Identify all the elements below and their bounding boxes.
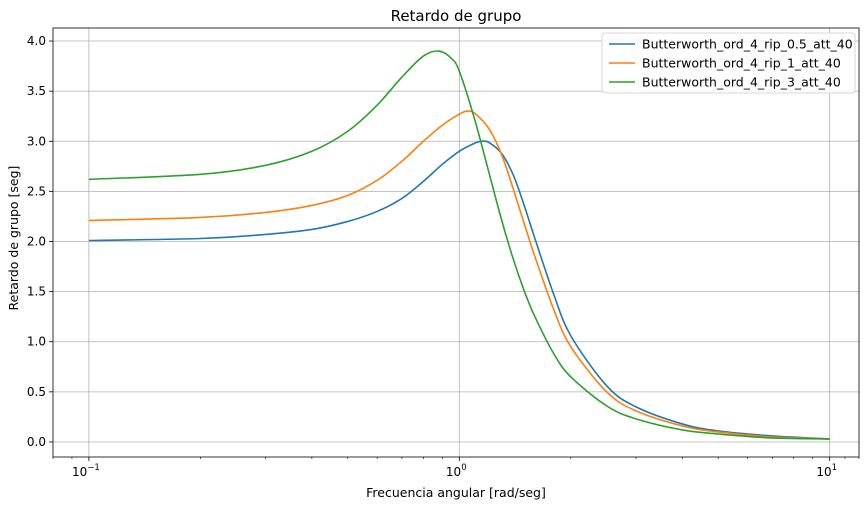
legend-label-2: Butterworth_ord_4_rip_1_att_40	[642, 56, 841, 71]
y-tick-label: 2.5	[27, 184, 46, 198]
plot-area-frame	[52, 27, 860, 458]
legend-label-1: Butterworth_ord_4_rip_0.5_att_40	[642, 37, 853, 52]
y-tick-label: 2.0	[27, 234, 46, 248]
y-tick-label: 3.5	[27, 84, 46, 98]
y-tick-label: 1.0	[27, 335, 46, 349]
x-axis-label: Frecuencia angular [rad/seg]	[366, 485, 546, 500]
series-line-1	[88, 140, 830, 440]
y-tick-label: 1.5	[27, 285, 46, 299]
series-line-2	[88, 110, 830, 440]
y-tick-label: 0.0	[27, 435, 46, 449]
y-axis-label: Retardo de grupo [seg]	[6, 166, 21, 311]
chart-title: Retardo de grupo	[391, 7, 522, 25]
series-line-3	[88, 50, 830, 440]
legend-label-3: Butterworth_ord_4_rip_3_att_40	[642, 75, 841, 90]
series-group	[88, 50, 830, 440]
legend: Butterworth_ord_4_rip_0.5_att_40 Butterwo…	[601, 32, 856, 94]
legend-box	[601, 32, 856, 94]
y-tick-label: 0.5	[27, 385, 46, 399]
y-tick-label: 4.0	[27, 34, 46, 48]
y-tick-label: 3.0	[27, 134, 46, 148]
